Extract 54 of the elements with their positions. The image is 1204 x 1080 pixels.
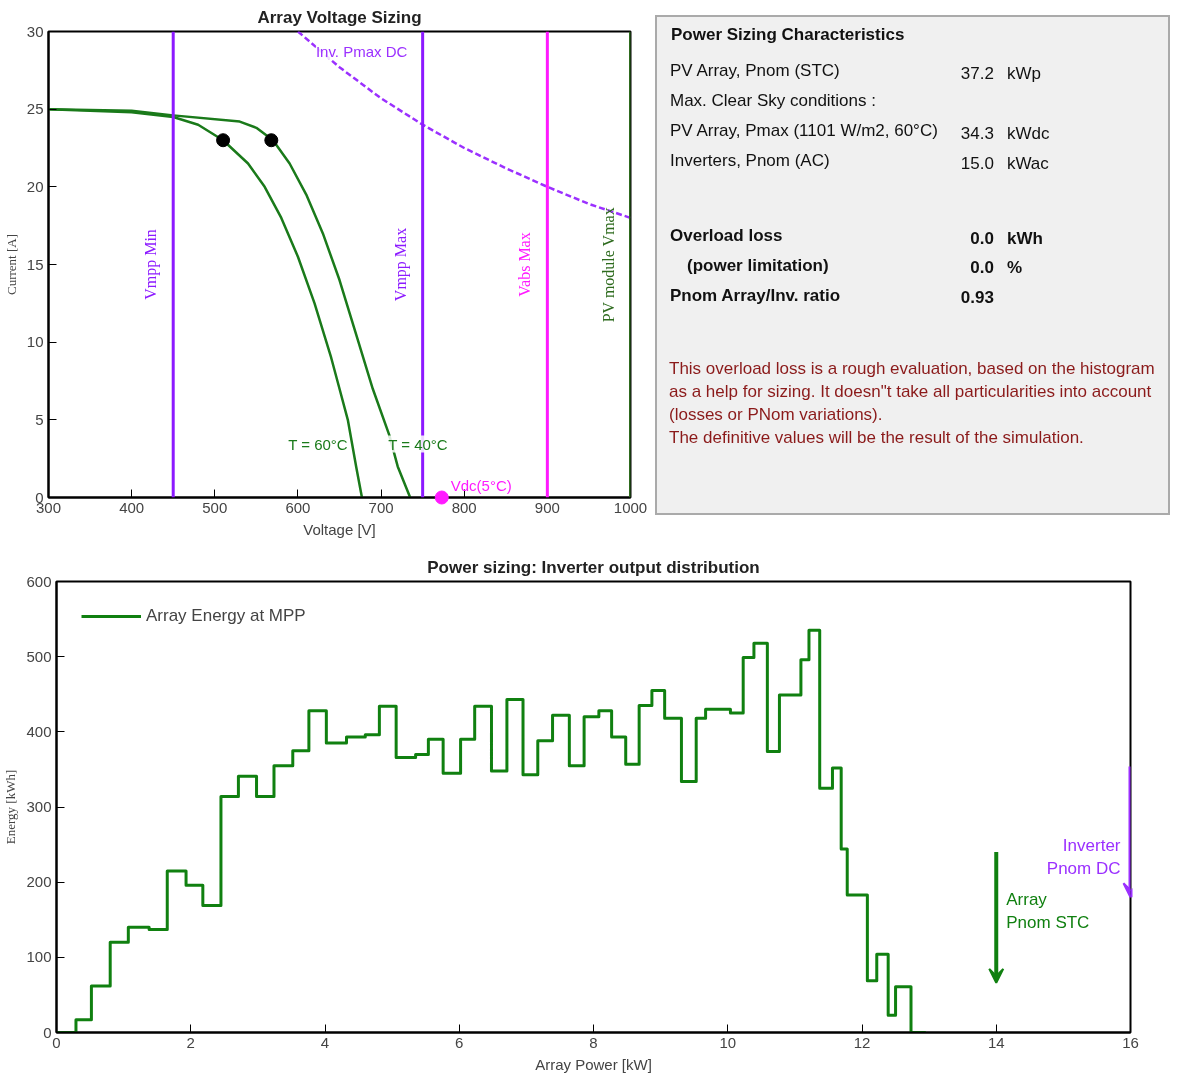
y-tick-label: 400	[26, 722, 52, 740]
text: PV Array, Pnom (STC) 37.2 kWp	[670, 61, 1041, 83]
ref-line-label: Vmpp Min	[142, 229, 161, 300]
y-tick-label: 5	[35, 410, 44, 428]
text: The definitive values will be the result of the simulation.	[669, 427, 1084, 447]
series-label: T = 40°C	[388, 435, 448, 453]
series-label: T = 60°C	[288, 435, 348, 453]
x-tick-label: 700	[368, 498, 394, 516]
y-axis-title: Energy [kWh]	[3, 769, 19, 845]
y-tick-label: 15	[26, 255, 44, 273]
text: This overload loss is a rough evaluation, based on the histogram as a help for sizing. It doesn"t take all particularities into account (losses or PNom variations).	[669, 358, 1155, 424]
x-tick-label: 800	[451, 498, 477, 516]
x-tick-label: 1000	[613, 498, 648, 516]
y-tick-label: 500	[26, 647, 52, 665]
text: Pnom Array/Inv. ratio 0.93	[670, 285, 994, 308]
y-tick-label: 20	[26, 177, 44, 195]
text: Power Sizing Characteristics	[669, 23, 907, 48]
chart-title: Power sizing: Inverter output distribution	[427, 557, 760, 577]
x-tick-label: 16	[1122, 1033, 1139, 1051]
annotation: Inverter Pnom DC	[1046, 835, 1121, 878]
y-tick-label: 200	[26, 873, 52, 891]
x-tick-label: 8	[589, 1033, 598, 1051]
x-tick-label: 2	[186, 1033, 195, 1051]
chart-title: Array Voltage Sizing	[257, 7, 422, 27]
text: Inverters, Pnom (AC) 15.0 kWac	[670, 151, 1049, 173]
x-axis-title: Array Power [kW]	[535, 1055, 652, 1073]
y-tick-label: 30	[26, 22, 44, 40]
x-tick-label: 900	[534, 498, 560, 516]
x-tick-label: 14	[987, 1033, 1005, 1051]
x-tick-label: 500	[202, 498, 228, 516]
text: Overload loss 0.0 kWh	[670, 226, 1043, 248]
x-tick-label: 10	[719, 1033, 737, 1051]
y-tick-label: 25	[26, 100, 44, 118]
series-label: Vdc(5°C)	[450, 476, 512, 494]
legend-label: Array Energy at MPP	[146, 606, 306, 626]
y-axis-title: Current [A]	[3, 233, 19, 295]
ref-line-label: PV module Vmax	[599, 207, 617, 323]
x-tick-label: 600	[285, 498, 311, 516]
text: PV Array, Pmax (1101 W/m2, 60°C) 34.3 kWdc	[670, 121, 1050, 143]
ref-line-label: Vabs Max	[516, 232, 534, 297]
annotation: Array Pnom STC	[1006, 889, 1090, 932]
y-tick-label: 600	[26, 572, 52, 590]
x-tick-label: 400	[119, 498, 145, 516]
series-label: Inv. Pmax DC	[315, 42, 408, 60]
y-tick-label: 300	[26, 798, 52, 815]
x-axis-title: Voltage [V]	[303, 520, 376, 538]
x-tick-label: 6	[455, 1033, 464, 1051]
ref-line-label: Vmpp Max	[391, 227, 410, 302]
text: (power limitation) 0.0 %	[687, 255, 1023, 278]
y-tick-label: 10	[26, 333, 44, 351]
x-tick-label: 12	[853, 1033, 871, 1051]
x-tick-label: 4	[320, 1033, 330, 1051]
text: Max. Clear Sky conditions :	[669, 90, 877, 113]
y-tick-label: 100	[26, 948, 52, 966]
